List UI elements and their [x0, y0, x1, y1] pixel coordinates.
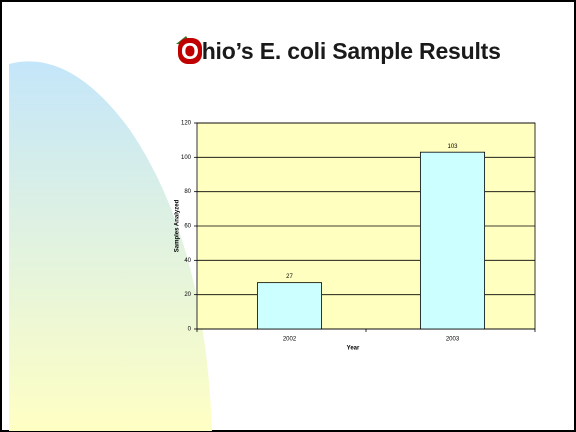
x-axis-label: Year	[347, 346, 360, 352]
y-tick-label: 20	[184, 292, 191, 298]
data-label: 103	[447, 144, 458, 150]
decoration	[9, 61, 212, 431]
y-tick-label: 40	[184, 258, 191, 264]
y-tick-label: 0	[188, 327, 192, 333]
y-tick-label: 120	[181, 121, 192, 127]
y-axis-label: Samples Analyzed	[175, 199, 181, 252]
y-tick-label: 100	[181, 155, 192, 161]
slide-title: Ohio’s E. coli Sample Results	[181, 38, 501, 64]
y-tick-label: 60	[184, 224, 191, 230]
bar	[256, 282, 323, 330]
y-tick-label: 80	[184, 189, 191, 195]
data-label: 27	[286, 274, 293, 280]
x-tick-label: 2003	[446, 337, 460, 343]
bar	[419, 151, 486, 330]
x-tick-label: 2002	[283, 337, 297, 343]
logo-leaf	[176, 36, 190, 44]
